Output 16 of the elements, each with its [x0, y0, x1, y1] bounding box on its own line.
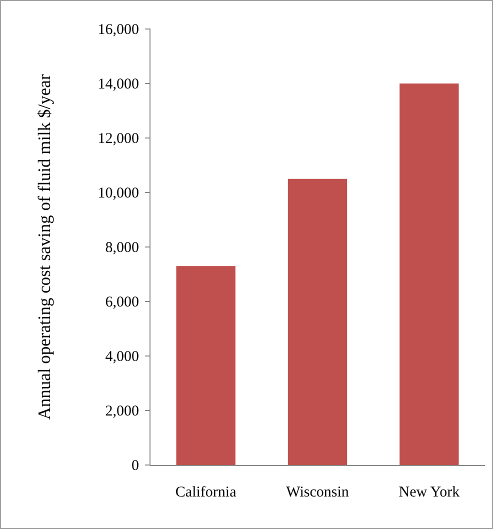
y-tick-label: 4,000	[105, 348, 139, 365]
x-tick-label: New York	[398, 484, 460, 500]
bar	[176, 266, 236, 465]
bar	[400, 84, 459, 465]
y-tick-label: 14,000	[98, 76, 139, 92]
y-tick-label: 2,000	[105, 403, 139, 420]
y-tick-label: 10,000	[98, 185, 139, 202]
y-tick-label: 0	[132, 458, 139, 474]
x-tick-label: California	[175, 484, 237, 500]
x-tick-label: Wisconsin	[286, 484, 350, 500]
y-axis-title: Annual operating cost saving of fluid milk $/year	[34, 74, 54, 420]
y-tick-label: 16,000	[98, 22, 139, 38]
y-tick-label: 6,000	[105, 294, 139, 310]
y-tick-label: 12,000	[98, 130, 139, 147]
bar	[288, 178, 348, 465]
y-tick-label: 8,000	[105, 240, 139, 256]
